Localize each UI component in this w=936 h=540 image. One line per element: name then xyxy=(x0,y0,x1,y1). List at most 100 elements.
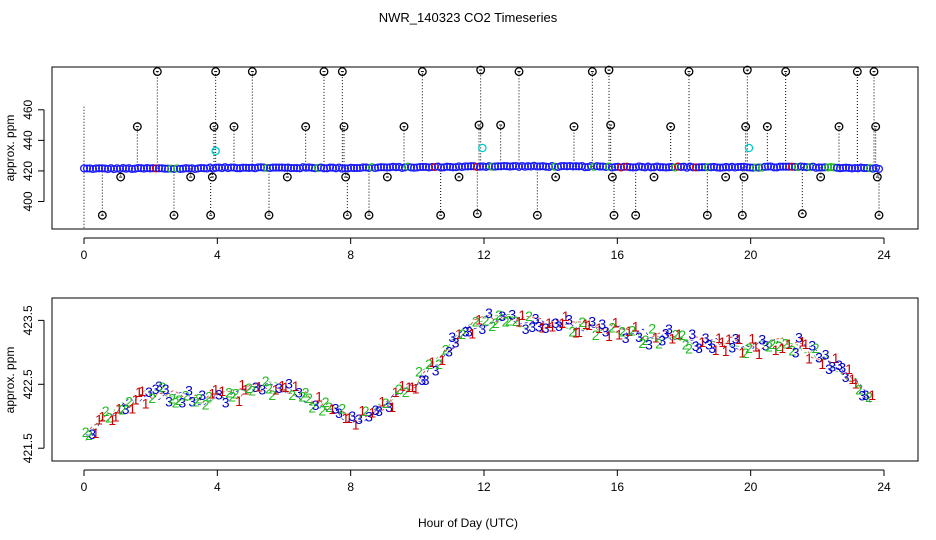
outlier-point xyxy=(169,210,179,220)
baseline-point xyxy=(523,162,533,171)
baseline-point xyxy=(265,163,275,173)
baseline-point xyxy=(709,162,719,171)
outlier-point xyxy=(496,120,506,130)
baseline-point xyxy=(280,163,290,172)
series-3-marker: 3 xyxy=(645,336,653,352)
series-1-marker: 1 xyxy=(315,389,323,405)
outlier-point xyxy=(474,120,484,130)
series-1-marker: 1 xyxy=(802,336,810,352)
series-2-marker: 2 xyxy=(512,313,520,329)
series-1-marker: 1 xyxy=(352,417,360,433)
baseline-point xyxy=(760,162,770,171)
baseline-point xyxy=(862,164,872,173)
series-2-marker: 2 xyxy=(192,393,200,409)
outlier-point xyxy=(229,122,239,132)
baseline-point xyxy=(328,163,338,172)
outlier-point xyxy=(741,122,751,132)
outlier-marker xyxy=(476,65,486,75)
series-3-marker: 3 xyxy=(312,397,320,413)
outlier-point xyxy=(342,210,352,220)
outlier-point xyxy=(607,172,617,182)
baseline-point xyxy=(838,163,848,172)
baseline-point xyxy=(97,164,107,173)
series-2-marker: 2 xyxy=(338,400,346,416)
series-1-marker: 1 xyxy=(282,379,290,395)
outlier-point xyxy=(781,67,791,77)
series-2-marker: 2 xyxy=(82,424,90,440)
baseline-point xyxy=(232,164,242,173)
outlier-point xyxy=(604,65,614,75)
baseline-point xyxy=(550,162,560,171)
series-1-marker: 1 xyxy=(242,382,250,398)
baseline-point xyxy=(79,164,89,173)
baseline-point xyxy=(502,162,512,171)
y-tick-label: 421.5 xyxy=(21,433,35,463)
outlier-marker xyxy=(781,67,791,77)
series-3-marker: 3 xyxy=(252,379,260,395)
series-3-marker: 3 xyxy=(365,408,373,424)
baseline-point xyxy=(142,164,152,173)
baseline-point xyxy=(340,164,350,173)
baseline-point xyxy=(850,163,860,173)
outlier-marker xyxy=(684,67,694,77)
outlier-point xyxy=(569,122,579,132)
baseline-point xyxy=(478,162,488,171)
series-3-marker: 3 xyxy=(385,399,393,415)
baseline-point xyxy=(283,163,293,172)
baseline-point xyxy=(559,161,569,171)
baseline-point xyxy=(343,164,353,173)
baseline-point xyxy=(388,162,398,171)
series-1-marker: 1 xyxy=(235,393,243,409)
series-2-marker: 2 xyxy=(775,338,783,354)
outlier-point xyxy=(206,210,216,220)
outlier-marker xyxy=(472,209,482,219)
series-3-marker: 3 xyxy=(598,316,606,332)
baseline-point xyxy=(346,163,356,172)
baseline-point xyxy=(811,163,821,172)
series-2-marker: 2 xyxy=(268,387,276,403)
baseline-point xyxy=(592,162,602,171)
series-1-marker: 1 xyxy=(518,307,526,323)
top-axes: 0 4 8 12 16 20 24 400 420 440 460 xyxy=(21,99,891,262)
baseline-point xyxy=(607,163,617,172)
series-1-marker: 1 xyxy=(132,392,140,408)
series-1-marker: 1 xyxy=(582,316,590,332)
baseline-point xyxy=(247,163,257,172)
baseline-point xyxy=(286,164,296,173)
baseline-point xyxy=(238,163,248,172)
baseline-point xyxy=(193,164,203,173)
baseline-point xyxy=(421,162,431,172)
baseline-point xyxy=(175,164,185,173)
series-1-marker: 1 xyxy=(848,371,856,387)
series-2-marker: 2 xyxy=(782,335,790,351)
baseline-point xyxy=(700,163,710,172)
series-3-marker: 3 xyxy=(155,378,163,394)
outlier-point xyxy=(721,172,731,182)
series-1-marker: 1 xyxy=(562,308,570,324)
baseline-point xyxy=(355,163,365,173)
baseline-point xyxy=(373,163,383,172)
baseline-point xyxy=(505,162,515,171)
baseline-point xyxy=(277,163,287,172)
outlier-marker xyxy=(532,210,542,220)
baseline-point xyxy=(460,162,470,171)
baseline-point xyxy=(406,163,416,172)
baseline-point xyxy=(475,162,485,171)
series-1-marker: 1 xyxy=(468,326,476,342)
series-1-marker: 1 xyxy=(342,410,350,426)
series-1-marker: 1 xyxy=(412,380,420,396)
outlier-point xyxy=(301,122,311,132)
baseline-point xyxy=(574,162,584,171)
outlier-point xyxy=(852,67,862,77)
series-1-marker: 1 xyxy=(735,331,743,347)
series-3-marker: 3 xyxy=(355,411,363,427)
series-2-marker: 2 xyxy=(678,327,686,343)
series-3-marker: 3 xyxy=(375,403,383,419)
outlier-marker xyxy=(364,210,374,220)
outlier-point xyxy=(476,65,486,75)
series-3-marker: 3 xyxy=(555,318,563,334)
x-tick-label: 8 xyxy=(347,248,354,262)
series-2-marker: 2 xyxy=(402,384,410,400)
series-2-marker: 2 xyxy=(228,388,236,404)
x-tick-label: 20 xyxy=(744,248,758,262)
